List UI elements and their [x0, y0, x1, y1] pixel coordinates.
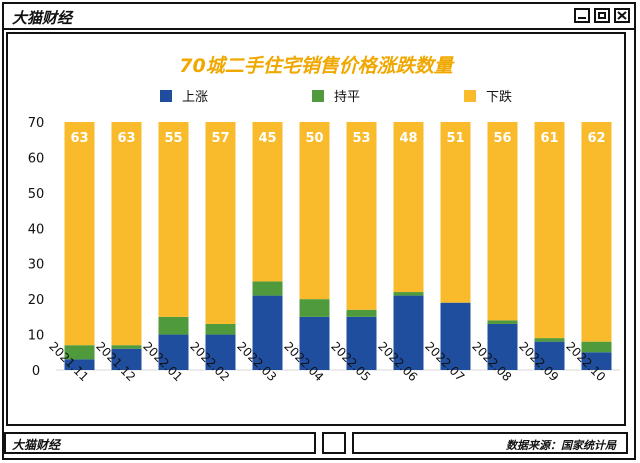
y-tick-label: 50 — [28, 187, 45, 202]
data-label: 55 — [164, 131, 182, 146]
bar-flat — [393, 292, 424, 296]
bar-up — [581, 352, 612, 370]
close-button[interactable] — [614, 8, 630, 23]
bar-up — [252, 295, 283, 370]
footer: 大猫财经 数据来源：国家统计局 — [0, 432, 640, 454]
bar-flat — [252, 281, 283, 296]
bar-down — [534, 122, 565, 339]
data-label: 63 — [70, 131, 88, 146]
bar-flat — [346, 309, 377, 317]
bar-down — [581, 122, 612, 342]
bar-flat — [581, 341, 612, 353]
data-label: 61 — [540, 131, 558, 146]
bar-down — [111, 122, 142, 346]
bar-up — [205, 334, 236, 370]
title-bar: 大猫财经 — [4, 4, 634, 30]
data-label: 62 — [587, 131, 605, 146]
bar-down — [158, 122, 189, 317]
bar-flat — [158, 316, 189, 335]
y-tick-label: 40 — [28, 222, 45, 237]
bar-down — [299, 122, 330, 300]
chart-title: 70城二手住宅销售价格涨跌数量 — [179, 55, 454, 77]
bar-flat — [299, 299, 330, 317]
maximize-button[interactable] — [594, 8, 610, 23]
legend-swatch-0 — [160, 90, 172, 102]
legend-swatch-2 — [464, 90, 476, 102]
bar-flat — [205, 323, 236, 335]
bar-down — [346, 122, 377, 310]
bar-down — [393, 122, 424, 293]
y-tick-label: 0 — [32, 364, 40, 379]
footer-spacer-box — [322, 432, 346, 454]
bar-up — [158, 334, 189, 370]
bar-down — [440, 122, 471, 303]
bar-up — [393, 295, 424, 370]
minimize-button[interactable] — [574, 8, 590, 23]
data-source: 数据来源：国家统计局 — [506, 439, 616, 452]
bar-up — [534, 341, 565, 370]
data-label: 63 — [117, 131, 135, 146]
data-label: 56 — [493, 131, 511, 146]
bar-flat — [111, 345, 142, 349]
bar-up — [346, 316, 377, 370]
bar-down — [205, 122, 236, 324]
bar-flat — [64, 345, 95, 360]
window-brand: 大猫财经 — [12, 9, 73, 27]
y-tick-label: 70 — [28, 116, 45, 131]
footer-brand-box: 大猫财经 — [4, 432, 316, 454]
y-tick-label: 30 — [28, 258, 45, 273]
data-label: 51 — [446, 131, 464, 146]
bar-down — [252, 122, 283, 282]
bar-flat — [534, 338, 565, 342]
data-label: 53 — [352, 131, 370, 146]
legend-label-2: 下跌 — [486, 89, 512, 105]
data-label: 57 — [211, 131, 229, 146]
bar-up — [440, 302, 471, 370]
bar-up — [64, 359, 95, 370]
data-label: 45 — [258, 131, 276, 146]
data-label: 50 — [305, 131, 323, 146]
y-tick-label: 10 — [28, 329, 45, 344]
data-label: 48 — [399, 131, 417, 146]
legend-swatch-1 — [312, 90, 324, 102]
close-icon — [617, 11, 627, 20]
chart-panel: 70城二手住宅销售价格涨跌数量 上涨 持平 下跌 0 10 20 30 40 50 60 70 63 20… — [6, 32, 626, 426]
y-tick-label: 60 — [28, 151, 45, 166]
bar-up — [299, 316, 330, 370]
bar-down — [64, 122, 95, 346]
footer-brand: 大猫财经 — [12, 438, 61, 452]
bar-down — [487, 122, 518, 321]
footer-source-box: 数据来源：国家统计局 — [352, 432, 628, 454]
bar-flat — [487, 320, 518, 324]
bar-up — [111, 348, 142, 370]
legend-label-0: 上涨 — [182, 90, 208, 105]
legend-label-1: 持平 — [334, 90, 360, 105]
bar-up — [487, 323, 518, 370]
y-tick-label: 20 — [28, 293, 45, 308]
